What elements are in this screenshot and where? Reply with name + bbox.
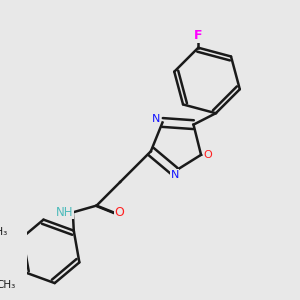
Text: NH: NH <box>56 206 73 219</box>
Text: N: N <box>152 114 160 124</box>
Text: N: N <box>170 170 179 180</box>
Text: O: O <box>203 150 212 160</box>
Text: CH₃: CH₃ <box>0 227 7 237</box>
Text: F: F <box>194 29 202 42</box>
Text: O: O <box>115 206 124 219</box>
Text: CH₃: CH₃ <box>0 280 16 290</box>
